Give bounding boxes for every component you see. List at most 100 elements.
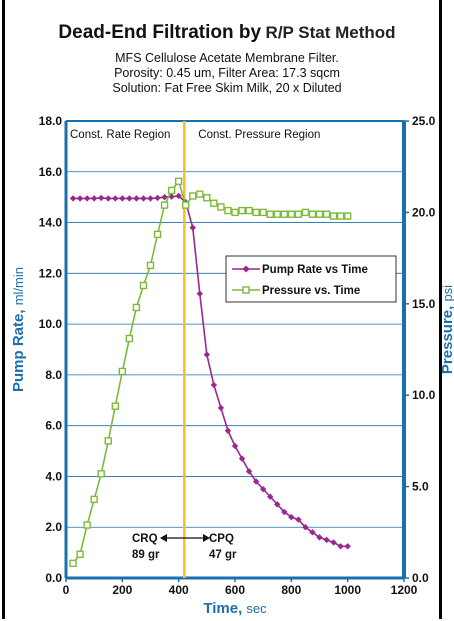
subtitle-line-2: Porosity: 0.45 um, Filter Area: 17.3 sqc… (114, 66, 340, 80)
pressure-point (280, 210, 288, 218)
pressure-point (167, 186, 176, 195)
y-axis-label-unit: ml/min (11, 267, 26, 305)
y-tick-label: 16.0 (39, 165, 63, 179)
y2-tick-label: 0.0 (412, 571, 429, 585)
pressure-point (287, 210, 296, 218)
pump-rate-point (217, 404, 225, 412)
pump-rate-point (83, 195, 91, 202)
pump-rate-point (147, 195, 154, 202)
legend-marker-pressure (242, 286, 250, 294)
subtitle-line-3: Solution: Fat Free Skim Milk, 20 x Dilut… (112, 81, 342, 95)
pump-rate-point (245, 468, 253, 475)
pressure-point (125, 334, 134, 343)
pressure-point (97, 470, 105, 478)
y2-tick-label: 15.0 (412, 297, 436, 311)
cpq-label: CPQ (209, 533, 234, 545)
pump-rate-point (175, 192, 182, 200)
pressure-point (301, 208, 310, 217)
series-line-pump-rate (73, 195, 348, 548)
pressure-point (336, 212, 345, 220)
pressure-point (174, 177, 183, 186)
pump-rate-point (161, 193, 168, 201)
x-tick-label: 800 (281, 583, 301, 597)
y2-axis-label-unit: psi (440, 285, 454, 302)
pump-rate-point (69, 195, 77, 202)
pressure-point (76, 550, 84, 558)
pressure-point (203, 194, 211, 202)
pressure-point (160, 201, 169, 209)
chart-title-bold: Dead-End Filtration by (58, 22, 262, 43)
pump-rate-point (196, 290, 203, 297)
pump-rate-point (267, 493, 274, 500)
pressure-point (196, 190, 204, 198)
pressure-point (259, 208, 267, 217)
legend-label-pressure: Pressure vs. Time (262, 285, 360, 297)
legend-box (225, 255, 397, 303)
y-tick-label: 0.0 (45, 571, 62, 585)
cpq-arrow-head (203, 534, 210, 542)
pump-rate-point (344, 543, 351, 550)
pressure-point (118, 367, 127, 376)
pump-rate-point (76, 195, 84, 202)
pump-rate-point (224, 427, 232, 434)
pressure-point (104, 437, 112, 445)
pump-rate-point (288, 513, 295, 521)
x-axis-label: Time, sec (203, 600, 267, 617)
pump-rate-point (295, 516, 302, 523)
pressure-point (153, 230, 162, 239)
pressure-point (315, 210, 324, 218)
pressure-point (329, 212, 338, 220)
x-tick-label: 400 (169, 583, 189, 597)
pressure-point (252, 208, 260, 217)
y2-axis-label-bold: Pressure, (439, 302, 454, 375)
pump-rate-point (330, 539, 337, 546)
pressure-point (111, 402, 119, 410)
pump-rate-point (140, 195, 147, 202)
pressure-point (146, 261, 155, 270)
crq-arrow-head (160, 534, 167, 542)
subtitle-line-1: MFS Cellulose Acetate Membrane Filter. (115, 51, 339, 65)
x-tick-label: 600 (225, 583, 245, 597)
pressure-point (231, 208, 239, 217)
pressure-point (210, 199, 218, 207)
crq-label: CRQ (132, 533, 158, 545)
legend-marker-pump-rate (242, 265, 250, 273)
pressure-point (189, 192, 197, 200)
cpq-value: 47 gr (209, 549, 237, 561)
y-tick-label: 14.0 (39, 216, 63, 230)
chart-title: Dead-End Filtration by R/P Stat Method (0, 22, 454, 44)
region-left-label: Const. Rate Region (70, 129, 170, 141)
pressure-point (273, 210, 281, 218)
y-tick-label: 8.0 (45, 368, 62, 382)
pump-rate-point (133, 195, 140, 202)
legend-label-pump-rate: Pump Rate vs Time (262, 264, 368, 276)
pressure-point (266, 210, 274, 218)
pump-rate-point (302, 524, 309, 531)
pressure-point (245, 206, 253, 215)
y-tick-label: 2.0 (45, 520, 62, 534)
pump-rate-point (316, 534, 323, 541)
pressure-point (132, 303, 141, 312)
y2-axis-label: Pressure, psi (439, 285, 454, 374)
chart-title-rest: R/P Stat Method (265, 23, 396, 42)
x-tick-label: 0 (63, 583, 70, 597)
pump-rate-point (252, 478, 260, 485)
pump-rate-point (281, 508, 288, 516)
pump-rate-point (337, 543, 344, 550)
pump-rate-point (126, 195, 133, 202)
pressure-point (217, 203, 225, 211)
pressure-point (69, 559, 77, 568)
region-right-label: Const. Pressure Region (198, 129, 320, 141)
pressure-point (294, 210, 303, 218)
pressure-point (238, 206, 246, 215)
pressure-point (343, 212, 352, 220)
pressure-point (182, 201, 190, 209)
pressure-point (308, 210, 317, 218)
y2-tick-label: 10.0 (412, 388, 436, 402)
y-tick-label: 6.0 (45, 419, 62, 433)
y-axis-label-bold: Pump Rate, (10, 305, 27, 392)
pump-rate-point (259, 485, 267, 493)
pump-rate-point (105, 195, 112, 202)
pump-rate-point (154, 194, 161, 202)
